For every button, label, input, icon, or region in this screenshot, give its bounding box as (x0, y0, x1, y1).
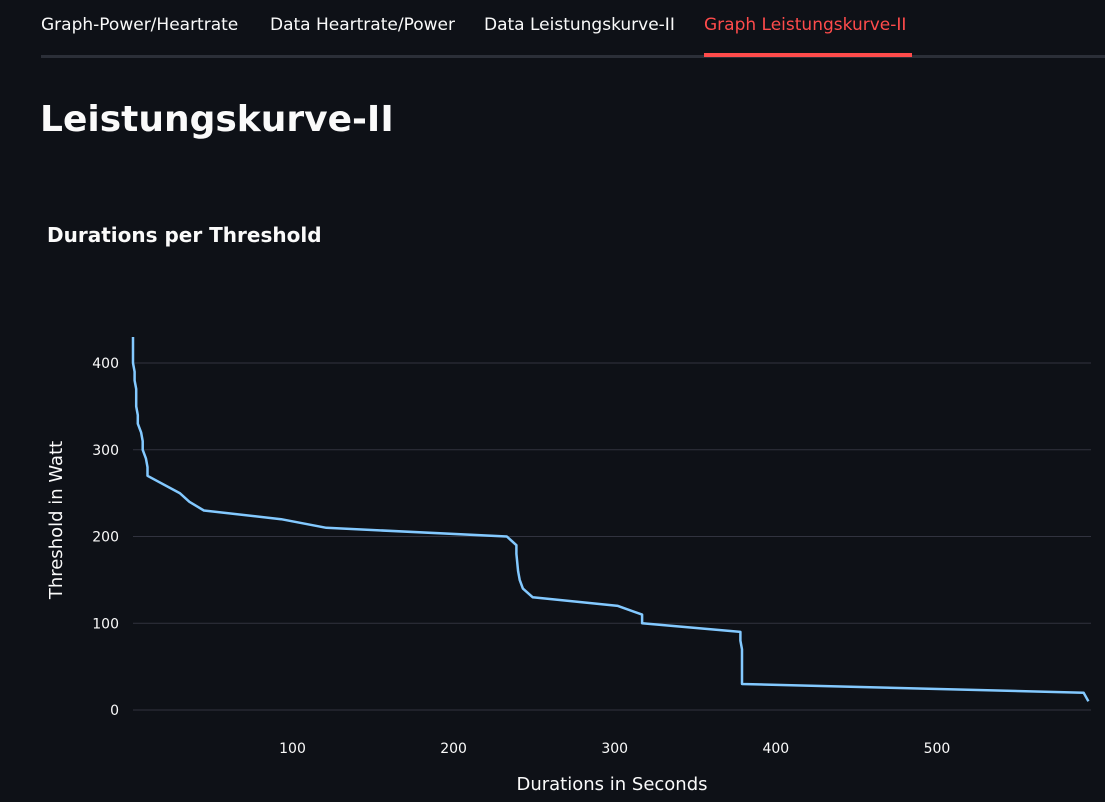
y-tick-label-300: 300 (92, 443, 119, 459)
tab-data-heartrate-power[interactable]: Data Heartrate/Power (270, 15, 455, 35)
x-tick-label-100: 100 (279, 741, 306, 757)
tab-graph-power-heartrate[interactable]: Graph-Power/Heartrate (41, 15, 239, 35)
y-axis-ticks: 0 100 200 300 400 (92, 356, 119, 719)
tab-data-leistungskurve-ii[interactable]: Data Leistungskurve-II (484, 15, 675, 35)
x-axis-label: Durations in Seconds (516, 774, 707, 795)
x-tick-label-200: 200 (440, 741, 467, 757)
series-line (131, 337, 1090, 702)
y-tick-label-0: 0 (110, 703, 119, 719)
x-tick-label-500: 500 (924, 741, 951, 757)
x-axis-ticks: 100 200 300 400 500 (279, 741, 950, 757)
page-title: Leistungskurve-II (40, 99, 394, 140)
x-tick-label-400: 400 (762, 741, 789, 757)
tab-graph-leistungskurve-ii[interactable]: Graph Leistungskurve-II (704, 15, 907, 35)
grid-lines (133, 362, 1091, 711)
y-tick-label-200: 200 (92, 530, 119, 546)
active-tab-indicator (704, 53, 912, 57)
y-tick-label-400: 400 (92, 356, 119, 372)
y-tick-label-100: 100 (92, 616, 119, 632)
chart-title: Durations per Threshold (47, 223, 322, 247)
tab-bar: Graph-Power/Heartrate Data Heartrate/Pow… (41, 0, 1105, 58)
x-tick-label-300: 300 (601, 741, 628, 757)
y-axis-label: Threshold in Watt (46, 441, 67, 600)
